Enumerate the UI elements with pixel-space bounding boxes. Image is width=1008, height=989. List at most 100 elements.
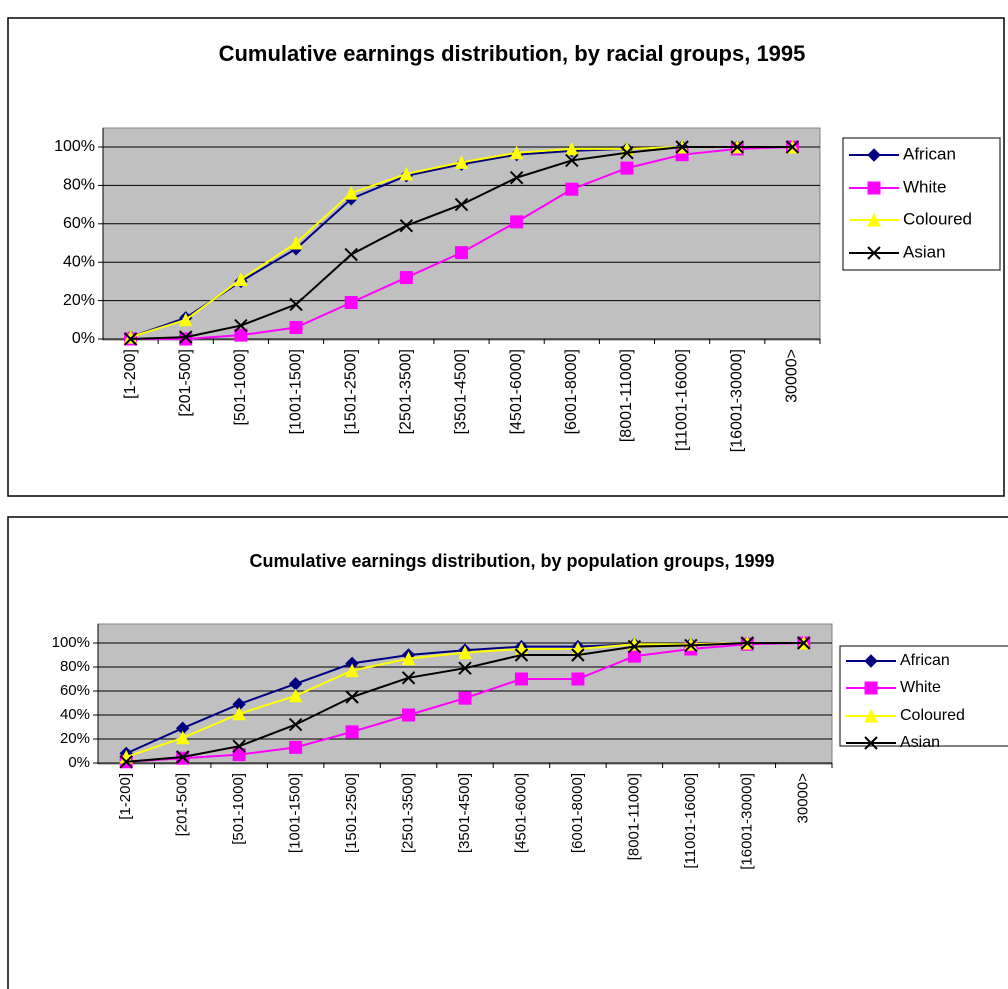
x-tick-label: [16001-30000] [738,773,755,870]
x-tick-label: [501-1000] [230,773,247,845]
y-tick-label: 0% [68,754,90,771]
marker [564,141,579,156]
x-tick-label: [3501-4500] [456,773,473,853]
marker [289,235,303,250]
y-tick-label: 20% [60,730,90,747]
chart: Cumulative earnings distribution, by pop… [7,516,1008,989]
x-tick-label: [1-200] [122,349,139,399]
marker [232,748,246,762]
x-tick-label: [1001-1500] [287,773,304,853]
y-tick-label: 80% [63,177,95,194]
marker [344,296,358,310]
x-tick-label: [8001-11000] [625,773,642,860]
marker [620,146,634,160]
x-tick-label: [1501-2500] [343,773,360,853]
x-tick-label: [11001-16000] [673,349,690,451]
x-tick-label: [1001-1500] [287,349,304,434]
marker [509,145,524,160]
marker [864,681,878,695]
marker [234,328,248,342]
marker [179,330,193,344]
x-tick-label: 30000> [795,773,812,824]
marker [867,246,881,260]
legend-label: Asian [900,734,940,751]
marker [797,636,811,650]
x-tick-label: [2501-3500] [398,349,415,434]
y-tick-label: 40% [60,706,90,723]
marker [571,648,585,662]
marker [289,740,303,754]
marker [399,271,413,285]
x-tick-label: [1-200] [117,773,134,820]
legend-label: White [900,679,941,696]
x-tick-label: [501-1000] [232,349,249,426]
x-tick-label: [6001-8000] [563,349,580,434]
marker [864,736,878,750]
marker [401,651,416,666]
marker [345,690,359,704]
x-tick-label: [4501-6000] [512,773,529,853]
legend-label: White [903,177,946,196]
x-tick-label: [201-500] [177,349,194,417]
marker [288,688,303,703]
x-tick-label: [6001-8000] [569,773,586,853]
marker [620,161,634,175]
marker [675,140,689,154]
marker [867,181,881,195]
legend-label: Asian [903,242,946,261]
y-tick-label: 60% [60,682,90,699]
marker [684,638,698,653]
marker [864,654,878,668]
y-tick-label: 40% [63,253,95,270]
chart: Cumulative earnings distribution, by rac… [7,17,1005,497]
x-tick-label: [1501-2500] [342,349,359,434]
marker [399,166,414,181]
marker [119,755,133,769]
marker [344,247,358,262]
x-tick-label: [3501-4500] [453,349,470,434]
marker [288,717,303,732]
marker [867,148,881,162]
x-tick-label: [2501-3500] [400,773,417,853]
marker [345,725,359,739]
y-tick-label: 80% [60,658,90,675]
y-tick-label: 60% [63,215,95,232]
x-tick-label: [11001-16000] [682,773,699,869]
marker [234,318,248,333]
marker [232,739,246,753]
marker [864,708,878,723]
marker [289,297,303,312]
marker [234,272,248,286]
y-tick-label: 100% [54,138,95,155]
y-tick-label: 20% [63,292,95,309]
marker [344,185,359,200]
marker [510,215,524,229]
legend-label: African [900,652,950,669]
x-tick-label: [201-500] [174,773,191,836]
marker [785,140,800,154]
marker [289,320,303,334]
marker [178,312,193,327]
marker [740,636,755,650]
marker [454,197,469,212]
marker [402,708,416,722]
marker [401,671,416,685]
marker [454,155,469,169]
marker [867,212,881,227]
x-tick-label: [8001-11000] [618,349,635,442]
chart-title: Cumulative earnings distribution, by pop… [249,551,774,571]
legend-label: Coloured [900,707,965,724]
marker [730,140,744,154]
chart-title: Cumulative earnings distribution, by rac… [219,41,806,66]
x-tick-label: 30000> [784,349,801,403]
marker [175,730,190,745]
marker [565,153,579,168]
marker [123,332,138,346]
y-tick-label: 0% [72,330,95,347]
marker [455,246,468,260]
marker [399,219,414,233]
marker [514,672,528,686]
marker [458,645,472,660]
marker [179,332,193,346]
